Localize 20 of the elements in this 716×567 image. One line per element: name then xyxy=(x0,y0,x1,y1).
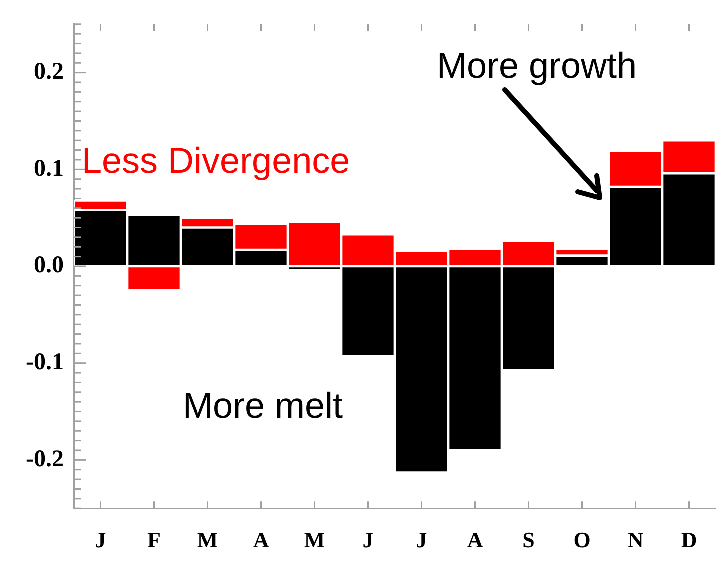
y-tick-label: 0.2 xyxy=(34,59,64,86)
x-tick-label: J xyxy=(362,527,374,552)
series-label: Less Divergence xyxy=(82,140,350,181)
y-tick-label: 0.1 xyxy=(34,156,64,182)
x-tick-label: D xyxy=(681,527,698,552)
annotation: More melt xyxy=(182,384,344,426)
y-tick-label: -0.1 xyxy=(26,350,64,376)
x-tick-label: S xyxy=(522,527,535,552)
x-tick-label: A xyxy=(253,527,270,552)
x-tick-label: J xyxy=(416,527,428,552)
x-tick-label: O xyxy=(574,527,591,552)
annotation: More growth xyxy=(436,44,638,86)
x-tick-label: A xyxy=(467,527,484,552)
x-tick-label: N xyxy=(628,527,644,552)
x-tick-label: F xyxy=(148,527,161,552)
y-tick-label: -0.2 xyxy=(26,446,64,472)
y-tick-label: 0.0 xyxy=(34,252,64,279)
x-tick-label: M xyxy=(304,527,326,552)
x-tick-label: M xyxy=(197,527,218,552)
x-tick-label: J xyxy=(95,527,106,552)
